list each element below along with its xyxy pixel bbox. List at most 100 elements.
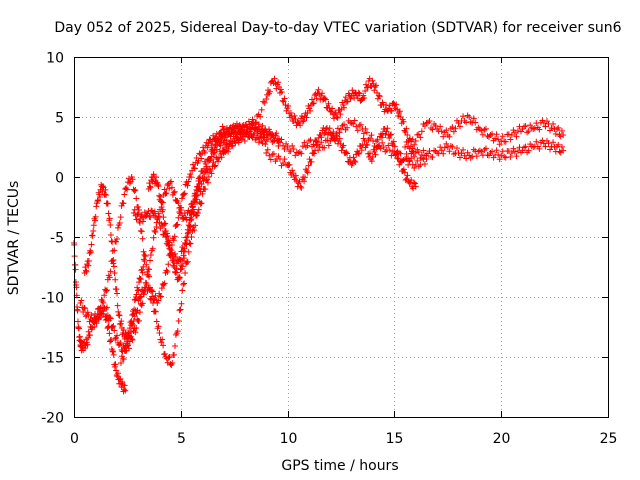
data-point-sat-track-8	[355, 89, 362, 96]
data-point-sat-track-6	[217, 135, 224, 142]
data-point-sat-track-5	[177, 306, 184, 313]
data-point-sat-track-10	[336, 135, 343, 142]
data-point-sat-track-8	[332, 109, 339, 116]
data-point-sat-track-10	[394, 148, 401, 155]
data-point-sat-track-10	[333, 132, 340, 139]
data-point-sat-track-6	[141, 209, 148, 216]
data-point-sat-track-9	[244, 126, 251, 133]
data-point-sat-track-10	[344, 150, 351, 157]
data-point-sat-track-12	[519, 147, 526, 154]
data-point-sat-track-12	[545, 140, 552, 147]
data-point-sat-track-10	[312, 147, 319, 154]
data-point-sat-track-5	[192, 222, 199, 229]
data-point-sat-track-11	[415, 131, 422, 138]
data-point-sat-track-7	[153, 174, 160, 181]
x-tick-label: 25	[600, 431, 618, 447]
data-point-sat-track-3	[97, 304, 104, 311]
data-point-sat-track-8	[369, 77, 376, 84]
data-point-sat-track-3	[142, 253, 149, 260]
data-point-sat-track-7	[188, 210, 195, 216]
data-point-sat-track-11	[555, 124, 562, 131]
data-point-sat-track-7	[166, 239, 173, 246]
data-point-sat-track-9	[325, 142, 332, 149]
data-point-sat-track-9	[414, 157, 421, 164]
data-point-sat-track-3	[140, 248, 147, 255]
data-point-sat-track-4	[233, 124, 240, 131]
data-point-sat-track-6	[214, 138, 221, 144]
data-point-sat-track-12	[508, 150, 515, 156]
data-point-sat-track-5	[166, 353, 173, 360]
data-point-sat-track-12	[417, 155, 424, 162]
data-point-sat-track-3	[109, 258, 116, 264]
data-point-sat-track-3	[184, 182, 191, 189]
data-point-sat-track-5	[181, 280, 188, 287]
data-point-sat-track-10	[267, 156, 274, 163]
data-point-sat-track-8	[404, 132, 411, 138]
data-point-sat-track-3	[106, 274, 113, 281]
data-point-sat-track-2	[136, 275, 143, 282]
data-point-sat-track-10	[351, 157, 358, 164]
data-point-sat-track-4	[149, 245, 156, 252]
data-point-sat-track-11	[505, 131, 512, 138]
data-point-sat-track-7	[187, 214, 194, 221]
data-point-sat-track-11	[496, 141, 503, 148]
y-tick-label: -15	[41, 351, 64, 367]
data-point-sat-track-9	[247, 131, 254, 138]
data-point-sat-track-7	[164, 232, 171, 239]
data-point-sat-track-12	[533, 138, 540, 145]
data-point-sat-track-10	[298, 184, 305, 191]
data-point-sat-track-11	[527, 122, 534, 129]
data-point-sat-track-2	[96, 193, 103, 200]
data-point-sat-track-10	[361, 138, 368, 144]
data-point-sat-track-8	[271, 75, 278, 82]
data-point-sat-track-3	[103, 287, 110, 294]
data-point-sat-track-9	[360, 130, 367, 137]
data-point-sat-track-11	[502, 138, 509, 145]
data-point-sat-track-10	[400, 166, 407, 173]
data-point-sat-track-3	[107, 268, 114, 275]
data-point-sat-track-11	[540, 120, 547, 126]
data-point-sat-track-11	[511, 129, 518, 136]
data-point-sat-track-11	[455, 120, 462, 126]
data-point-sat-track-5	[204, 179, 211, 186]
data-point-sat-track-1	[74, 307, 81, 314]
data-point-sat-track-4	[249, 116, 256, 123]
data-point-sat-track-11	[558, 127, 565, 134]
data-point-sat-track-3	[92, 310, 99, 317]
data-point-sat-track-7	[195, 183, 202, 190]
data-point-sat-track-10	[402, 177, 409, 184]
data-point-sat-track-10	[368, 158, 375, 165]
data-point-sat-track-10	[264, 146, 271, 153]
data-point-sat-track-10	[297, 183, 304, 190]
data-point-sat-track-10	[388, 131, 395, 138]
data-point-sat-track-9	[237, 135, 244, 142]
data-point-sat-track-5	[215, 154, 222, 161]
data-point-sat-track-7	[182, 240, 189, 247]
data-point-sat-track-10	[398, 159, 405, 166]
data-point-sat-track-2	[116, 312, 123, 319]
data-point-sat-track-11	[446, 133, 453, 140]
data-point-sat-track-8	[361, 95, 368, 102]
data-point-sat-track-8	[395, 113, 402, 120]
data-point-sat-track-7	[192, 196, 199, 203]
data-point-sat-track-4	[109, 324, 116, 330]
data-point-sat-track-11	[450, 128, 457, 135]
data-point-sat-track-8	[288, 114, 295, 120]
data-point-sat-track-10	[338, 147, 345, 154]
data-point-sat-track-5	[139, 288, 146, 295]
data-point-sat-track-12	[412, 150, 419, 156]
data-point-sat-track-8	[278, 88, 285, 95]
data-point-sat-track-7	[168, 250, 175, 257]
data-point-sat-track-6	[206, 157, 213, 164]
data-point-sat-track-1	[114, 370, 121, 377]
data-point-sat-track-2	[137, 276, 144, 283]
data-point-sat-track-8	[319, 90, 326, 97]
data-point-sat-track-3	[137, 227, 144, 234]
data-point-sat-track-6	[191, 208, 198, 215]
data-point-sat-track-7	[187, 217, 194, 224]
data-point-sat-track-1	[109, 348, 116, 354]
data-point-sat-track-3	[101, 292, 108, 299]
data-point-sat-track-12	[510, 145, 517, 152]
data-point-sat-track-10	[387, 132, 394, 138]
